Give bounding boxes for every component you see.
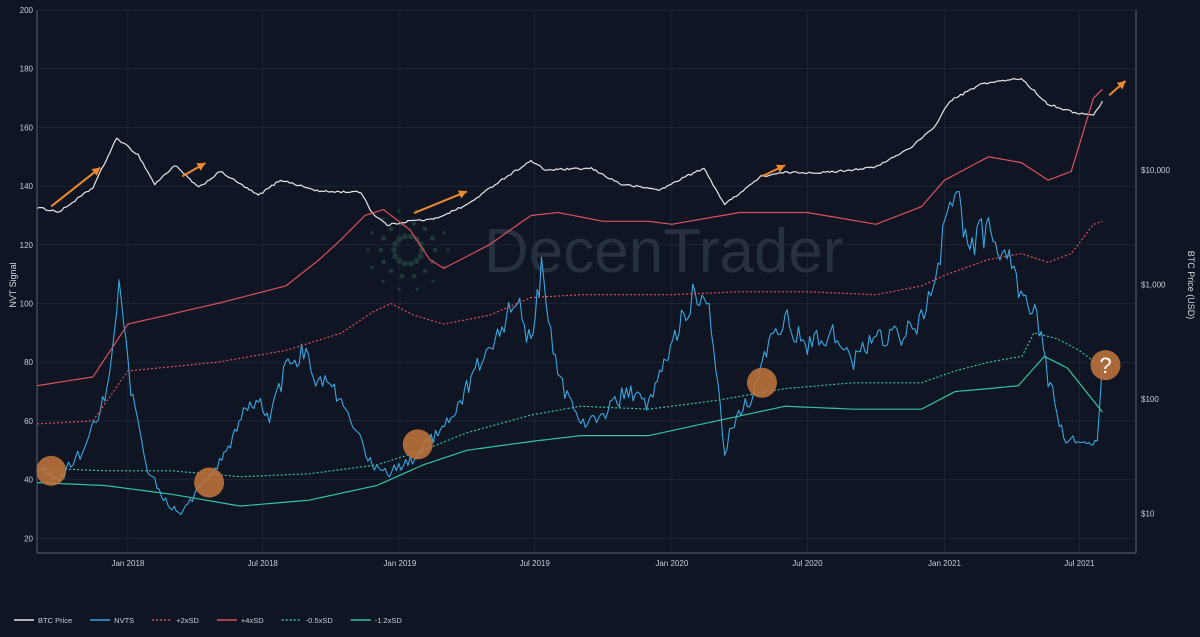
x-tick-label: Jul 2018 (248, 559, 279, 568)
legend-item-btc-price: BTC Price (14, 616, 72, 625)
watermark-dot (397, 287, 401, 291)
legend-label: -1.2xSD (375, 616, 403, 625)
watermark-dot (370, 265, 374, 269)
trend-arrow-head (91, 167, 101, 176)
legend-item-4xsd: +4xSD (216, 616, 264, 625)
trend-arrow-head (457, 190, 467, 199)
watermark-dot (413, 257, 420, 264)
x-tick-label: Jan 2021 (928, 559, 961, 568)
y-right-tick-label: $1,000 (1141, 280, 1166, 289)
x-tick-label: Jan 2020 (655, 559, 688, 568)
y-right-tick-label: $100 (1141, 395, 1159, 404)
watermark-dot (431, 279, 435, 283)
legend-label: +2xSD (176, 616, 199, 625)
legend-item-nvts: NVTS (90, 616, 134, 625)
watermark-dot (446, 248, 450, 252)
highlight-circle (746, 367, 777, 398)
legend-label: -0.5xSD (306, 616, 334, 625)
y-left-tick-label: 120 (20, 241, 34, 250)
watermark-dot (378, 247, 384, 253)
trend-arrow-head (1116, 80, 1126, 90)
x-tick-label: Jul 2019 (520, 559, 551, 568)
x-tick-label: Jan 2018 (111, 559, 144, 568)
series-line-btc-price (36, 78, 1104, 227)
y-right-tick-label: $10,000 (1141, 166, 1170, 175)
x-tick-label: Jul 2021 (1064, 559, 1095, 568)
watermark-dot (432, 247, 438, 253)
watermark-dot (419, 247, 425, 253)
annotation-layer: ? (36, 80, 1127, 498)
legend-item-1-2xsd: -1.2xSD (350, 616, 403, 625)
watermark-dot (399, 274, 405, 279)
watermark-dot (442, 231, 446, 235)
watermark-dot (401, 260, 408, 267)
watermark-dot (396, 236, 403, 243)
watermark-dot (388, 268, 394, 274)
watermark-dot (422, 268, 428, 274)
watermark-dot (391, 247, 397, 253)
trend-arrow-head (196, 163, 206, 171)
watermark-dot (370, 231, 374, 235)
watermark-dot (381, 279, 385, 283)
legend-label: NVTS (114, 616, 134, 625)
watermark-dot (411, 221, 417, 226)
watermark-dot (408, 260, 415, 267)
watermark-dot (388, 226, 394, 232)
highlight-circle (402, 429, 433, 460)
y-left-tick-label: 60 (24, 417, 33, 426)
watermark-dot (417, 253, 424, 260)
y-left-tick-label: 140 (20, 182, 34, 191)
watermark-dot (415, 287, 419, 291)
watermark: DecenTrader (484, 217, 844, 286)
y-right-axis-title: BTC Price (USD) (1186, 251, 1196, 320)
y-left-tick-label: 20 (24, 534, 33, 543)
watermark-dot (381, 235, 386, 241)
watermark-dot (401, 233, 408, 240)
series-line-4xsd (36, 88, 1103, 387)
watermark-dot (397, 209, 401, 213)
x-tick-label: Jan 2019 (383, 559, 416, 568)
highlight-circle (1090, 350, 1121, 381)
legend-item-0-5xsd: -0.5xSD (281, 616, 334, 625)
y-left-tick-label: 160 (20, 123, 34, 132)
axes: Jan 2018 Jul 2018 Jan 2019 Jul 2019 Jan 2020… (8, 6, 1196, 568)
series-line-2xsd (36, 220, 1103, 425)
legend-label: +4xSD (241, 616, 264, 625)
series-line-0-5xsd (36, 332, 1103, 478)
watermark-dot (392, 253, 399, 260)
y-left-tick-label: 100 (20, 300, 34, 309)
y-left-tick-label: 200 (20, 6, 34, 15)
y-left-tick-label: 80 (24, 358, 33, 367)
legend-label: BTC Price (38, 616, 72, 625)
legend-item-2xsd: +2xSD (152, 616, 199, 625)
series-line-1-2xsd (36, 355, 1103, 507)
y-left-tick-label: 180 (20, 65, 34, 74)
trend-arrow-shaft (413, 190, 468, 215)
watermark-dot (408, 233, 415, 240)
y-left-tick-label: 40 (24, 476, 33, 485)
legend: BTC Price NVTS +2xSD +4xSD -0.5xSD -1.2xSD (14, 616, 402, 625)
question-mark-label: ? (1099, 353, 1111, 378)
highlight-circle (194, 467, 225, 498)
y-right-tick-label: $10 (1141, 509, 1155, 518)
watermark-dot (381, 217, 385, 221)
watermark-dot (422, 226, 428, 232)
y-left-axis-title: NVT Signal (8, 262, 18, 307)
trend-arrow-shaft (50, 166, 101, 208)
watermark-dot (396, 257, 403, 264)
watermark-dot (392, 240, 399, 247)
watermark-dot (381, 259, 386, 265)
watermark-dot (430, 235, 435, 241)
trend-arrow-head (776, 164, 786, 173)
highlight-circle (36, 455, 67, 486)
x-tick-label: Jul 2020 (792, 559, 823, 568)
watermark-dot (411, 274, 417, 279)
watermark-dot (366, 248, 370, 252)
watermark-logo (366, 209, 450, 291)
series-layer (36, 78, 1104, 516)
